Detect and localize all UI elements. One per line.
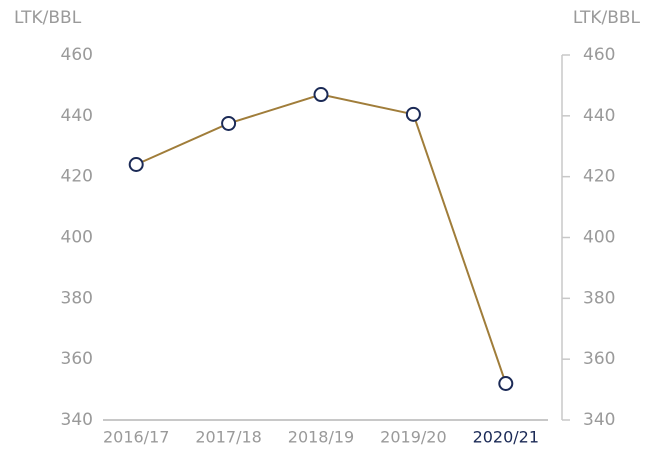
y2-tick-label: 420 — [583, 167, 615, 187]
y2-tick-label: 380 — [583, 288, 615, 308]
point-marker — [221, 115, 237, 131]
x-tick-label: 2020/21 — [473, 428, 539, 447]
y2-axis-label: LTK/BBL — [573, 8, 641, 28]
x-tick-label: 2016/17 — [103, 428, 169, 447]
y-tick-label: 380 — [61, 288, 93, 308]
y-axis-label: LTK/BBL — [14, 8, 82, 28]
x-tick-label: 2017/18 — [195, 428, 261, 447]
y-tick-label: 360 — [61, 349, 93, 369]
point-marker — [128, 157, 144, 172]
y-tick-label: 340 — [61, 410, 93, 430]
point-marker — [313, 87, 329, 103]
x-tick-label: 2019/20 — [380, 428, 446, 447]
point-marker — [498, 376, 514, 391]
y2-tick-label: 400 — [583, 228, 615, 248]
point-marker — [405, 106, 421, 122]
y2-tick-label: 460 — [583, 45, 615, 65]
x-tick-label: 2018/19 — [288, 428, 354, 447]
y-tick-label: 400 — [61, 228, 93, 248]
series-line — [135, 93, 507, 384]
y-tick-label: 460 — [61, 45, 93, 65]
y2-tick-label: 360 — [583, 349, 615, 369]
y-tick-label: 440 — [61, 106, 93, 126]
y-tick-label: 420 — [61, 167, 93, 187]
y2-tick-label: 340 — [583, 410, 615, 430]
y2-tick-label: 440 — [583, 106, 615, 126]
